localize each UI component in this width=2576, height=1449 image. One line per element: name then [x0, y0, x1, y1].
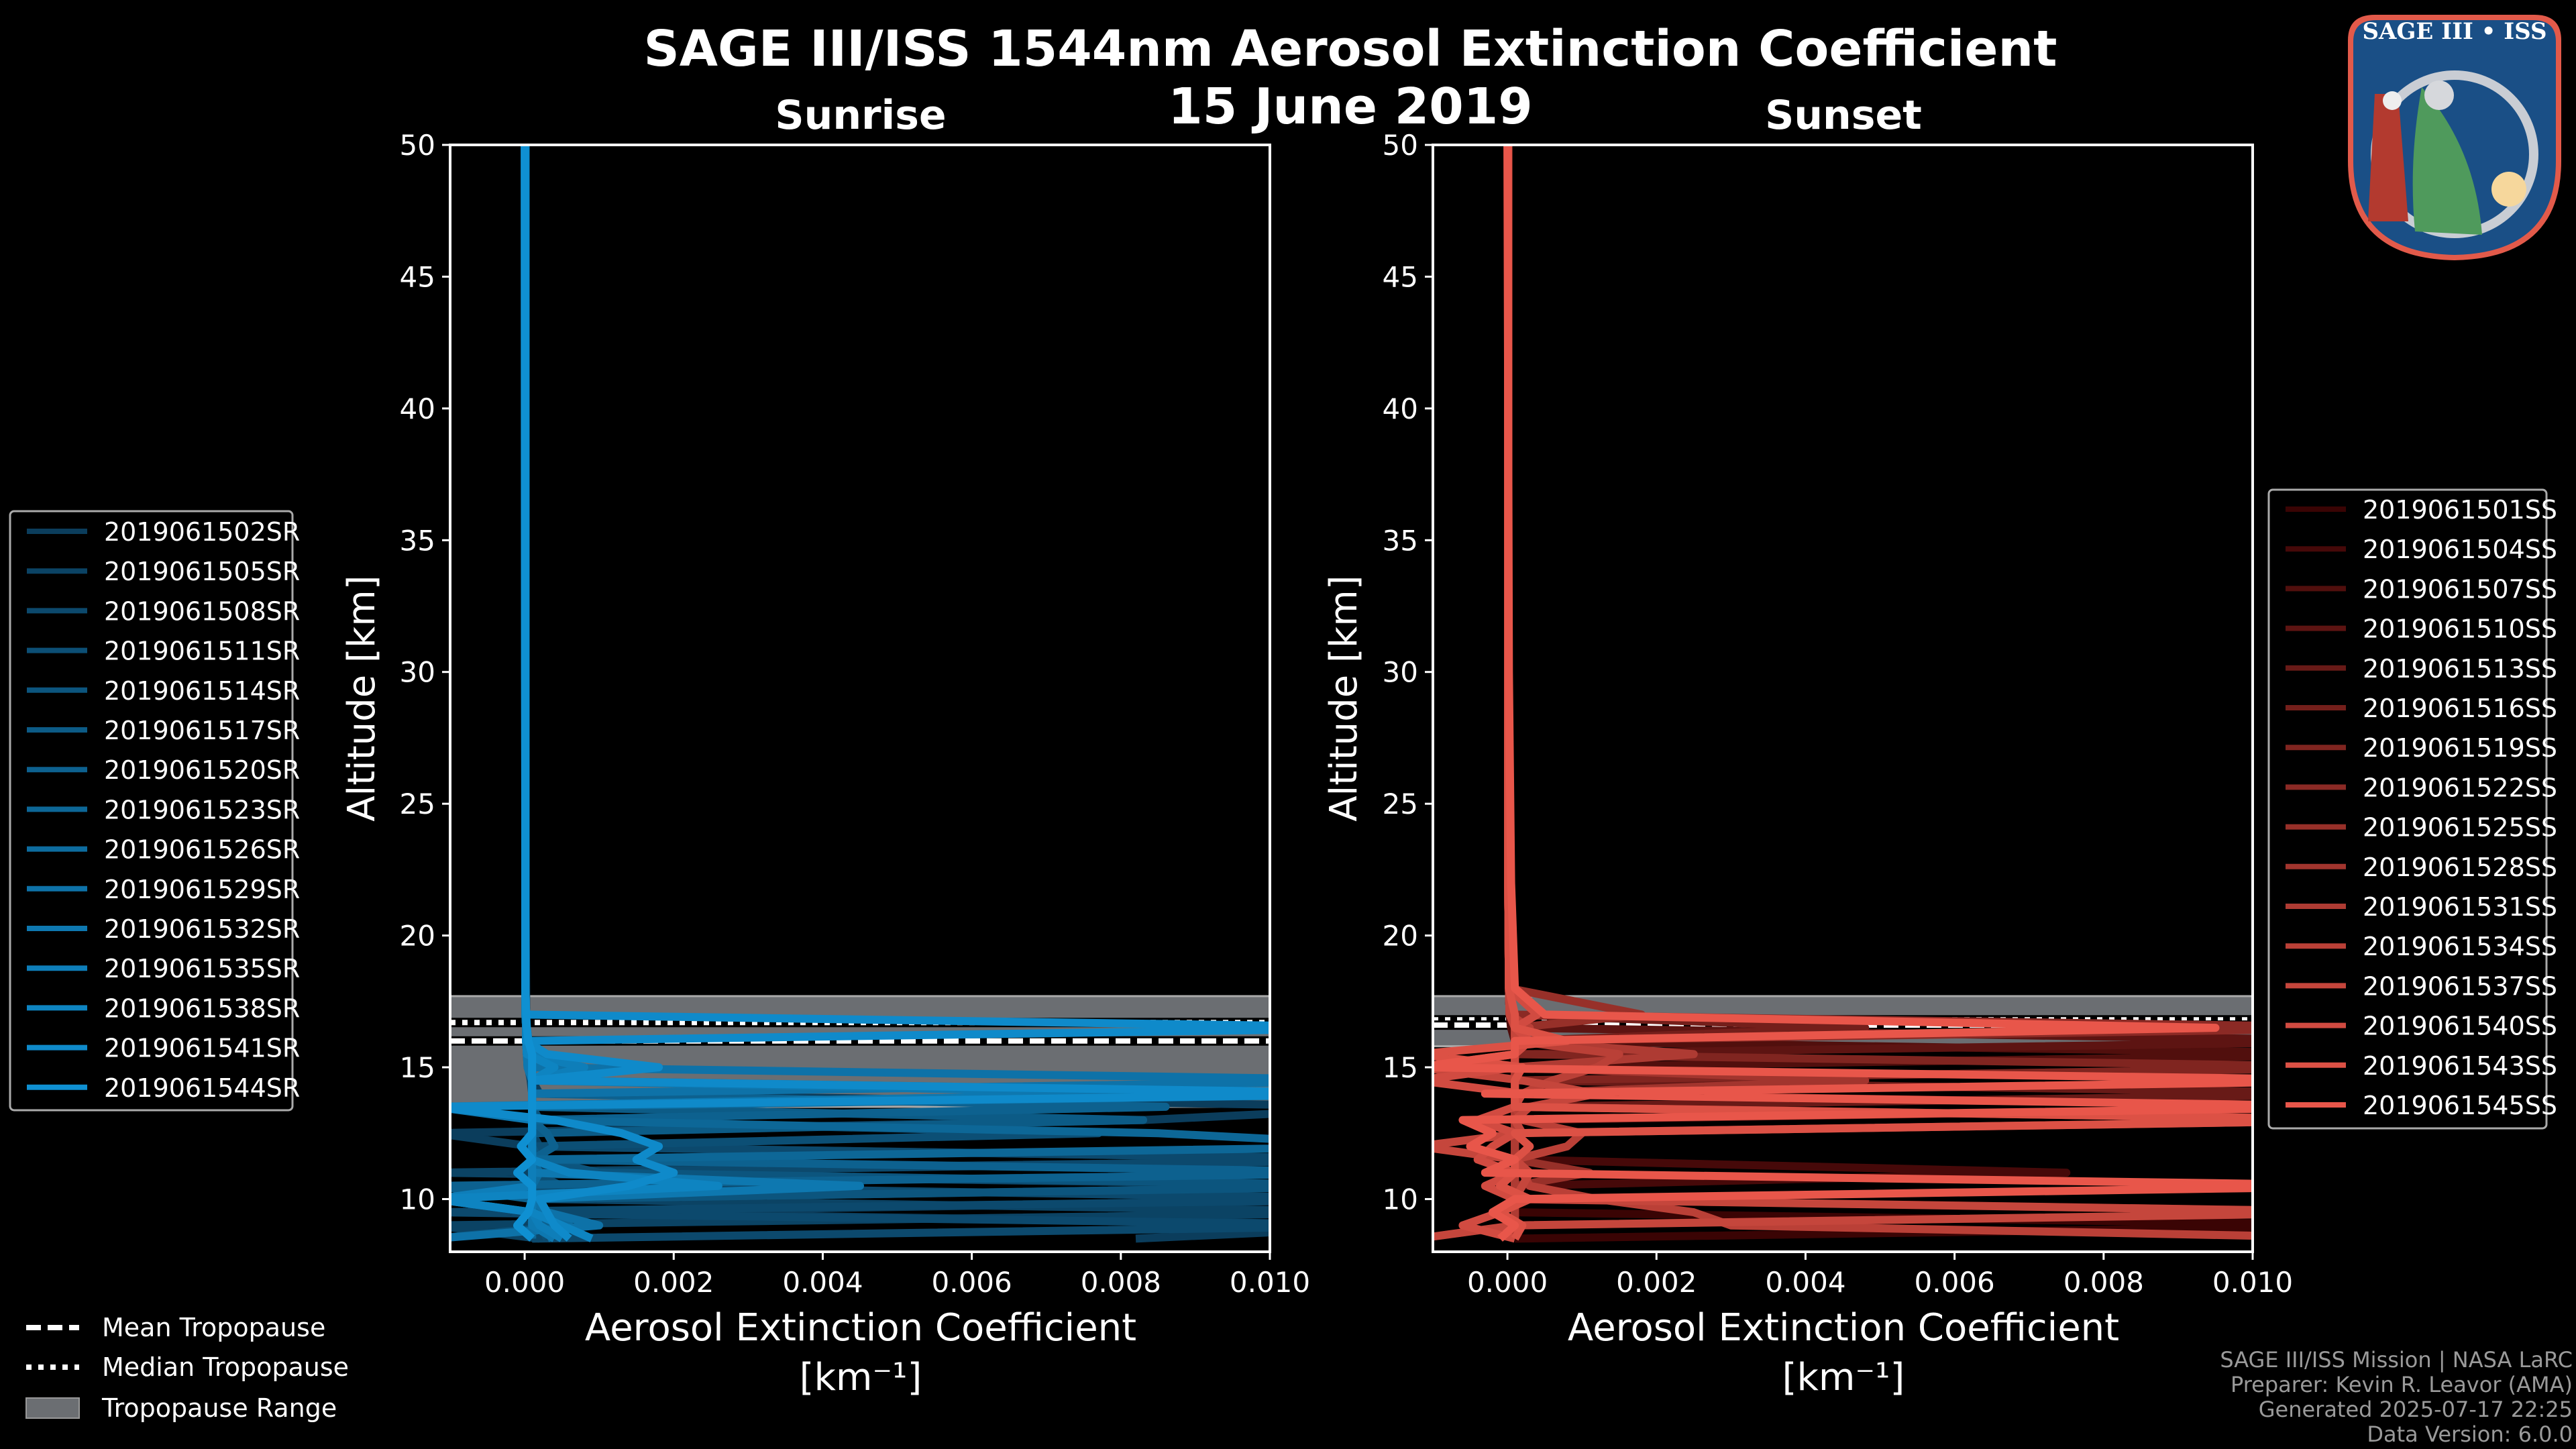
legend-label-2019061504SS: 2019061504SS: [2363, 535, 2557, 564]
sunrise-x-tick-label: 0.002: [633, 1266, 714, 1299]
sunset-x-tick-label: 0.004: [1765, 1266, 1845, 1299]
legend-label-2019061507SS: 2019061507SS: [2363, 574, 2557, 604]
sunrise-x-tick-label: 0.008: [1081, 1266, 1161, 1299]
sunrise-x-axis-units: [km⁻¹]: [800, 1356, 922, 1399]
legend-label-2019061540SS: 2019061540SS: [2363, 1012, 2557, 1041]
footer-mission: SAGE III/ISS Mission | NASA LaRC: [2220, 1347, 2573, 1373]
sunrise-axes-frame: [449, 144, 1271, 1253]
legend-label-2019061525SS: 2019061525SS: [2363, 813, 2557, 843]
sunset-profiles: [1433, 145, 2253, 1243]
sunset-x-tick-label: 0.006: [1915, 1266, 1995, 1299]
legend-label-2019061508SR: 2019061508SR: [104, 596, 300, 626]
legend-label-2019061529SR: 2019061529SR: [104, 875, 300, 904]
footer-preparer: Preparer: Kevin R. Leavor (AMA): [2231, 1372, 2573, 1397]
legend-label-2019061523SR: 2019061523SR: [104, 795, 300, 824]
sunrise-panel: 10 15 20 25 30 35 40 45 50 0.000 0.002 0.004 0.006 0.…: [400, 129, 1311, 1299]
legend-label-2019061522SS: 2019061522SS: [2363, 773, 2557, 802]
sunrise-profiles: [450, 145, 1270, 1243]
sunrise-y-tick-label: 50: [400, 129, 435, 162]
sunrise-y-tick-label: 35: [400, 524, 435, 557]
sunset-y-tick-label: 20: [1383, 920, 1418, 953]
sunrise-y-tick-label: 45: [400, 260, 435, 293]
legend-label-2019061516SS: 2019061516SS: [2363, 694, 2557, 723]
legend-label-2019061517SR: 2019061517SR: [104, 716, 300, 745]
sunset-y-tick-label: 35: [1383, 524, 1418, 557]
sunset-y-tick-label: 15: [1383, 1051, 1418, 1084]
footer-generated: Generated 2025-07-17 22:25: [2259, 1397, 2573, 1422]
tropopause-legend: Mean Tropopause Median Tropopause Tropop…: [25, 1313, 349, 1423]
sunrise-x-tick-label: 0.010: [1230, 1266, 1310, 1299]
sunset-panel-title: Sunset: [1765, 92, 1922, 139]
sunrise-x-tick-label: 0.006: [932, 1266, 1012, 1299]
sunset-axes-frame: [1432, 144, 2254, 1253]
sunset-x-tick-label: 0.010: [2212, 1266, 2293, 1299]
legend-label-2019061543SS: 2019061543SS: [2363, 1051, 2557, 1081]
sunset-x-tick-label: 0.002: [1616, 1266, 1697, 1299]
sunset-y-tick-label: 45: [1383, 260, 1418, 293]
tropopause-range-swatch: [25, 1397, 80, 1419]
legend-label-2019061511SR: 2019061511SR: [104, 637, 300, 666]
sunset-y-tick-label: 40: [1383, 392, 1418, 425]
profile-line-2019061545SS: [1433, 145, 2253, 1242]
legend-label-2019061526SR: 2019061526SR: [104, 835, 300, 865]
legend-label-2019061502SR: 2019061502SR: [104, 517, 300, 547]
sunset-y-tick-label: 50: [1383, 129, 1418, 162]
legend-label-2019061538SR: 2019061538SR: [104, 994, 300, 1023]
sunrise-panel-title: Sunrise: [775, 92, 946, 139]
sunset-y-tick-label: 10: [1383, 1183, 1418, 1216]
legend-label-2019061544SR: 2019061544SR: [104, 1073, 300, 1103]
sunrise-x-tick-label: 0.004: [782, 1266, 863, 1299]
sunrise-x-axis-label: Aerosol Extinction Coefficient: [585, 1306, 1136, 1350]
profile-line-2019061543SS: [1433, 145, 2253, 1241]
sunset-y-axis-label: Altitude [km]: [1322, 575, 1366, 821]
legend-label-2019061541SR: 2019061541SR: [104, 1034, 300, 1063]
legend-label-2019061528SS: 2019061528SS: [2363, 853, 2557, 882]
sunrise-y-tick-label: 25: [400, 788, 435, 820]
logo-text: SAGE III • ISS: [2362, 18, 2546, 45]
mean-tropopause-label: Mean Tropopause: [102, 1313, 325, 1342]
legend-label-2019061513SS: 2019061513SS: [2363, 654, 2557, 684]
legend-label-2019061505SR: 2019061505SR: [104, 557, 300, 586]
legend-label-2019061514SR: 2019061514SR: [104, 676, 300, 706]
legend-label-2019061519SS: 2019061519SS: [2363, 733, 2557, 763]
legend-label-2019061535SR: 2019061535SR: [104, 954, 300, 983]
legend-label-2019061520SR: 2019061520SR: [104, 755, 300, 785]
sunrise-y-tick-label: 40: [400, 392, 435, 425]
figure-title: SAGE III/ISS 1544nm Aerosol Extinction C…: [643, 20, 2057, 78]
sunset-x-tick-label: 0.008: [2063, 1266, 2144, 1299]
legend-label-2019061510SS: 2019061510SS: [2363, 614, 2557, 644]
sunrise-y-tick-label: 20: [400, 920, 435, 953]
sunrise-x-tick-label: 0.000: [484, 1266, 565, 1299]
figure-date: 15 June 2019: [1168, 78, 1533, 136]
sunset-x-axis-units: [km⁻¹]: [1782, 1356, 1905, 1399]
sunset-x-tick-label: 0.000: [1467, 1266, 1548, 1299]
sunrise-y-axis-label: Altitude [km]: [340, 575, 384, 821]
legend-label-2019061532SR: 2019061532SR: [104, 914, 300, 944]
sunset-legend: 2019061501SS 2019061504SS 2019061507SS 2019…: [2267, 488, 2557, 1130]
profile-line-2019061544SR: [513, 145, 537, 1242]
sunset-x-axis-label: Aerosol Extinction Coefficient: [1568, 1306, 2119, 1350]
legend-label-2019061545SS: 2019061545SS: [2363, 1091, 2557, 1120]
footer-data-version: Data Version: 6.0.0: [2367, 1421, 2573, 1447]
sunrise-y-tick-label: 10: [400, 1183, 435, 1216]
median-tropopause-label: Median Tropopause: [102, 1352, 349, 1382]
sunrise-y-tick-label: 30: [400, 656, 435, 689]
sage-iii-iss-logo: SAGE III • ISS: [2348, 15, 2561, 260]
sunrise-legend: 2019061502SR 2019061505SR 2019061508SR 2019…: [9, 510, 300, 1112]
legend-label-2019061501SS: 2019061501SS: [2363, 495, 2557, 525]
sunrise-y-tick-label: 15: [400, 1051, 435, 1084]
sunset-panel: 10 15 20 25 30 35 40 45 50 0.000 0.002 0.004 0.006 0.…: [1383, 129, 2294, 1299]
legend-label-2019061531SS: 2019061531SS: [2363, 892, 2557, 922]
legend-label-2019061537SS: 2019061537SS: [2363, 971, 2557, 1001]
sunset-y-tick-label: 25: [1383, 788, 1418, 820]
sunset-y-tick-label: 30: [1383, 656, 1418, 689]
tropopause-range-label: Tropopause Range: [101, 1393, 337, 1423]
legend-label-2019061534SS: 2019061534SS: [2363, 932, 2557, 961]
